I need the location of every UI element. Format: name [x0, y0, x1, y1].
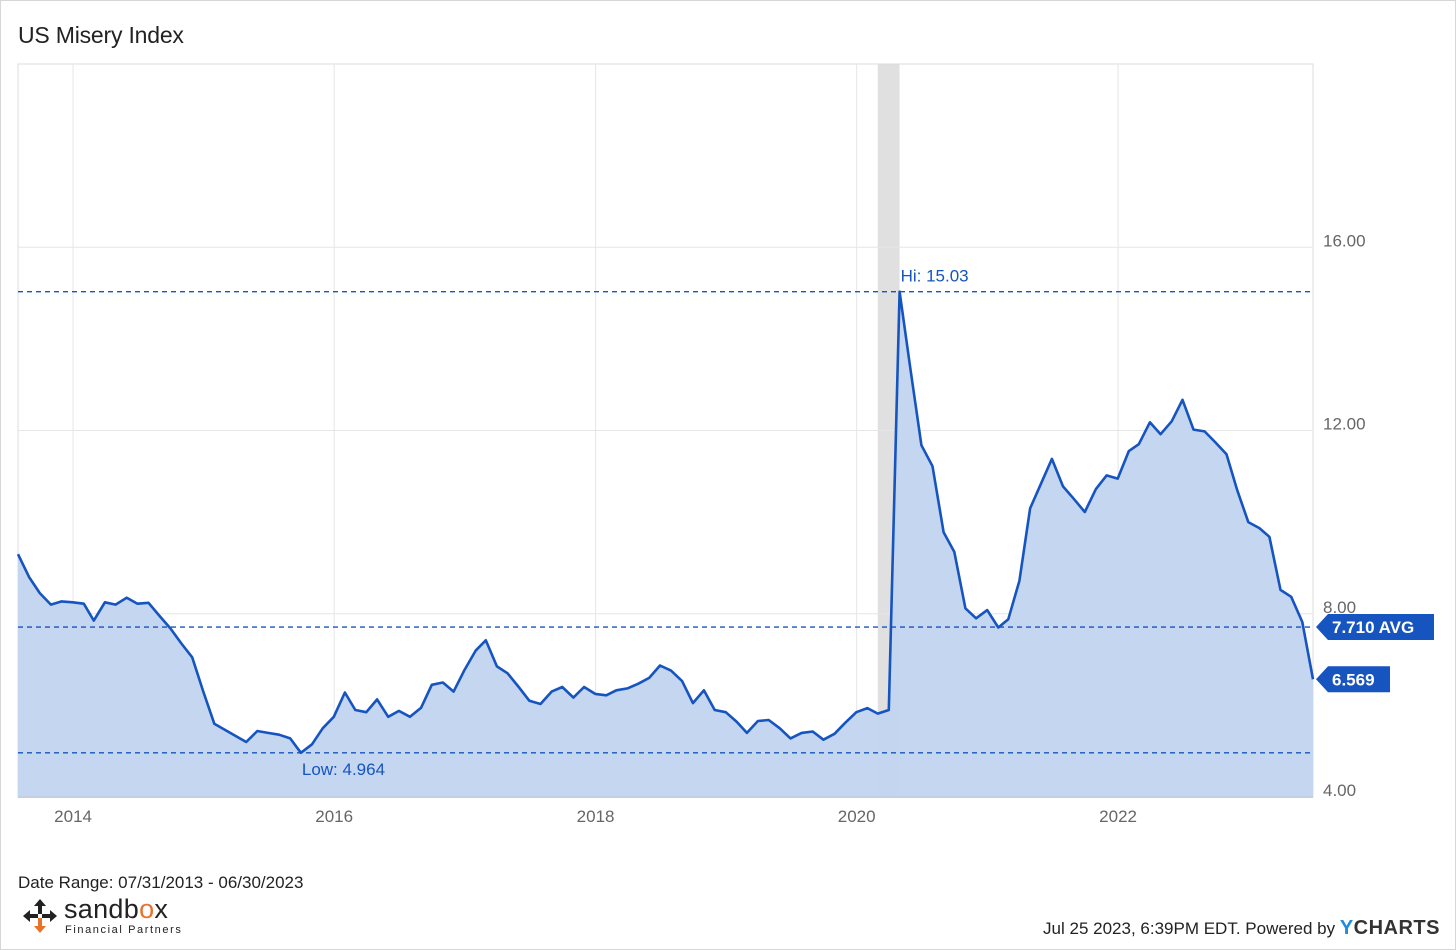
ycharts-logo: YCHARTS [1339, 917, 1440, 939]
powered-by-text: Powered by [1245, 919, 1336, 938]
y-tick-label: 16.00 [1323, 231, 1366, 250]
crossed-arrows-icon [23, 899, 57, 933]
x-tick-label: 2022 [1099, 807, 1137, 826]
x-tick-label: 2016 [315, 807, 353, 826]
chart-title: US Misery Index [18, 22, 184, 48]
hi-label: Hi: 15.03 [901, 267, 969, 286]
y-tick-label: 8.00 [1323, 598, 1356, 617]
series-area [18, 291, 1313, 797]
timestamp: Jul 25 2023, 6:39PM EDT. [1043, 919, 1241, 938]
y-tick-label: 4.00 [1323, 781, 1356, 800]
sandbox-logo: sandbox Financial Partners [22, 894, 222, 940]
misery-index-chart: 4.00 8.00 12.00 16.00 2014 2016 2018 2020 2022 H… [16, 63, 1434, 826]
logo-wordmark: sandbox [64, 894, 169, 924]
footer-credit: Jul 25 2023, 6:39PM EDT. Powered by YCHA… [1043, 917, 1440, 940]
y-tick-label: 12.00 [1323, 415, 1366, 434]
last-value-flag-text: 6.569 [1332, 670, 1375, 689]
x-tick-label: 2018 [577, 807, 615, 826]
avg-flag [1316, 614, 1434, 641]
last-value-flag [1316, 666, 1390, 693]
avg-flag-text: 7.710 AVG [1332, 618, 1414, 637]
date-range: Date Range: 07/31/2013 - 06/30/2023 [18, 873, 304, 892]
series-line [16, 290, 1315, 755]
x-tick-label: 2020 [838, 807, 876, 826]
low-label: Low: 4.964 [302, 760, 385, 779]
logo-subtitle: Financial Partners [65, 924, 183, 936]
x-tick-label: 2014 [54, 807, 92, 826]
